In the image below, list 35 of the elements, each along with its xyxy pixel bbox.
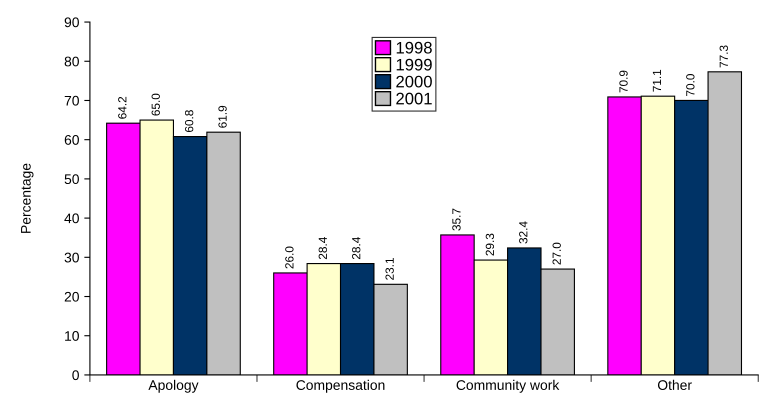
data-label: 70.0 [686,74,695,96]
x-tick-label: Compensation [296,380,384,393]
y-tick-label: 90 [64,17,79,28]
data-label: 35.7 [452,208,461,231]
y-tick-label: 40 [64,213,79,224]
x-tick-label: Other [658,380,692,390]
data-label: 61.9 [218,106,227,128]
y-axis-title: Percentage [21,164,34,233]
y-tick-label: 80 [64,56,79,66]
data-label: 28.4 [318,237,327,260]
y-tick-label: 60 [64,135,79,145]
data-label: 27.0 [552,242,561,265]
x-tick-label: Community work [456,380,560,393]
data-label: 26.0 [285,246,294,268]
legend-label: 1998 [396,42,432,54]
data-label: 70.9 [619,70,628,92]
x-tick-label: Apology [148,380,199,393]
data-label: 60.8 [184,110,194,132]
data-label: 32.4 [519,221,528,244]
data-label: 29.3 [486,234,494,256]
legend-label: 1999 [396,58,432,71]
y-tick-label: 20 [64,292,79,302]
data-label: 71.1 [652,70,661,92]
data-label: 23.1 [385,258,394,280]
y-tick-label: 30 [64,252,79,262]
data-label: 65.0 [152,94,160,116]
legend-label: 2001 [396,92,432,104]
legend-label: 2000 [396,76,432,88]
data-label: 28.4 [352,237,360,260]
data-label: 64.2 [118,96,126,119]
y-tick-label: 50 [64,174,79,184]
y-tick-label: 70 [64,96,79,106]
data-label: 77.3 [720,45,728,68]
y-tick-label: 10 [65,331,79,341]
y-tick-label: 0 [72,370,79,380]
